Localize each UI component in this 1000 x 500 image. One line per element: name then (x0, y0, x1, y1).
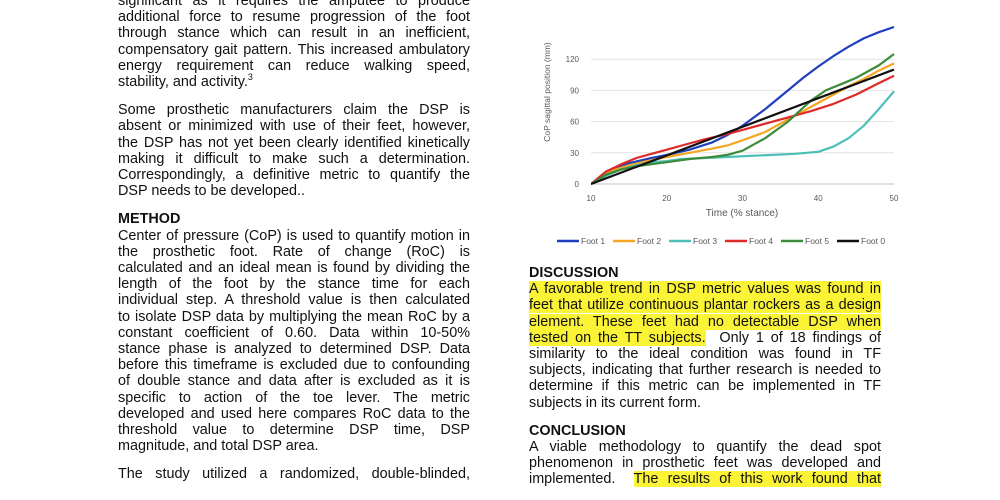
y-tick-label: 90 (570, 86, 579, 95)
text-line: Some prosthetic manufacturers claim the … (118, 102, 470, 119)
y-axis-label: CoP sagittal position (mm) (542, 42, 552, 142)
highlighted-text: A favorable trend in DSP metric values w… (529, 281, 881, 298)
text-line: similarity to the ideal condition was fo… (529, 346, 881, 363)
text-line: to isolate DSP data by multiplying the m… (118, 308, 470, 325)
method-heading: METHOD (118, 211, 181, 228)
series-line-foot-1 (591, 25, 895, 185)
text-line: length of the foot by the stance time fo… (118, 276, 470, 293)
series-line-foot-4 (591, 74, 895, 185)
text-line: calculated and an ideal mean is found by… (118, 260, 470, 277)
method-paragraph: Center of pressure (CoP) is used to quan… (118, 228, 470, 455)
y-tick-label: 60 (570, 118, 579, 127)
text-line: specific to action of the toe lever. The… (118, 389, 470, 406)
text-line: energy requirement can reduce walking sp… (118, 57, 470, 74)
y-tick-label: 120 (566, 55, 580, 64)
legend-label: Foot 2 (637, 236, 661, 246)
highlighted-text: tested on the TT subjects. (529, 329, 706, 346)
text-line: DSP needs to be developed.. (118, 183, 305, 200)
text-line: A viable methodology to quantify the dea… (529, 439, 881, 456)
text-run: Only 1 of 18 findings of (705, 329, 881, 346)
text-line: threshold value to determine DSP time, D… (118, 422, 470, 439)
text-line: before this timeframe is excluded due to… (118, 357, 470, 374)
text-line: the DSP has not yet been clearly identif… (118, 134, 470, 151)
text-line: additional force to resume progression o… (118, 9, 470, 26)
text-line: A favorable trend in DSP metric values w… (529, 281, 881, 298)
study-paragraph: The study utilized a randomized, double-… (118, 466, 470, 483)
legend-label: Foot 0 (861, 236, 885, 246)
legend-label: Foot 4 (749, 236, 773, 246)
series-line-foot-3 (591, 90, 895, 185)
legend-label: Foot 1 (581, 236, 605, 246)
text-line: subjects in its current form. (529, 394, 701, 411)
highlighted-text: element. These feet had no detectable DS… (529, 313, 881, 330)
right-column: DISCUSSION A favorable trend in DSP metr… (529, 265, 882, 488)
text-line: feet that utilize continuous plantar roc… (529, 297, 881, 314)
text-line: tested on the TT subjects. Only 1 of 18 … (529, 329, 881, 346)
text-line: compensatory gait pattern. This increase… (118, 41, 470, 58)
conclusion-paragraph: A viable methodology to quantify the dea… (529, 439, 882, 488)
x-tick-label: 20 (662, 194, 671, 203)
text-line: developed and used here compares RoC dat… (118, 405, 470, 422)
text-line: element. These feet had no detectable DS… (529, 313, 881, 330)
y-tick-label: 30 (570, 149, 579, 158)
reference-number: 3 (247, 72, 253, 83)
left-column: significant as it requires the amputee t… (118, 0, 470, 483)
discussion-paragraph: A favorable trend in DSP metric values w… (529, 281, 881, 411)
y-tick-label: 0 (575, 180, 580, 189)
series-line-foot-0 (591, 68, 895, 185)
text-line: stance phase is analyzed to determined D… (118, 341, 470, 358)
text-line: subjects, indicating that further resear… (529, 362, 881, 379)
text-line: of double stance and data after is exclu… (118, 373, 470, 390)
discussion-heading: DISCUSSION (529, 265, 619, 281)
text-line: significant as it requires the amputee t… (118, 0, 470, 9)
x-tick-label: 50 (890, 194, 899, 203)
text-line: absent or minimized with use of their fe… (118, 118, 470, 135)
text-line: making it difficult to make such a deter… (118, 150, 470, 167)
conclusion-heading: CONCLUSION (529, 422, 626, 439)
x-tick-label: 10 (587, 194, 596, 203)
legend-label: Foot 5 (805, 236, 829, 246)
legend-label: Foot 3 (693, 236, 717, 246)
highlighted-text: feet that utilize continuous plantar roc… (529, 297, 881, 314)
text-line: magnitude, and total DSP area. (118, 438, 319, 455)
text-line: Center of pressure (CoP) is used to quan… (118, 227, 470, 244)
text-line: phenomenon in prosthetic feet was develo… (529, 455, 881, 472)
cop-line-chart: 0 30 60 90 120 10 20 30 40 50 CoP sagittal positi… (542, 25, 899, 246)
chart-legend: Foot 1 Foot 2 Foot 3 Foot 4 Foot 5 Foot 0 (557, 236, 885, 246)
text-line: Correspondingly, a definitive metric to … (118, 167, 470, 184)
x-tick-label: 40 (814, 194, 823, 203)
text-line: stability, and activity.3 (118, 72, 470, 91)
text-line: individual step. A threshold value is th… (118, 292, 470, 309)
text-run: implemented. (529, 471, 634, 488)
text-line: through stance which can result in an in… (118, 25, 470, 42)
dsp-paragraph: Some prosthetic manufacturers claim the … (118, 102, 470, 199)
text-line: constant coefficient of 0.60. Data withi… (118, 324, 470, 341)
intro-paragraph: significant as it requires the amputee t… (118, 0, 470, 90)
text-line: the prosthetic foot. Rate of change (RoC… (118, 243, 470, 260)
text-line: determine if this metric can be implemen… (529, 378, 881, 395)
text-run: stability, and activity. (118, 74, 248, 91)
x-tick-label: 30 (738, 194, 747, 203)
x-axis-label: Time (% stance) (706, 208, 778, 219)
text-line: implemented. The results of this work fo… (529, 471, 882, 488)
highlighted-text: The results of this work found that (633, 471, 882, 488)
